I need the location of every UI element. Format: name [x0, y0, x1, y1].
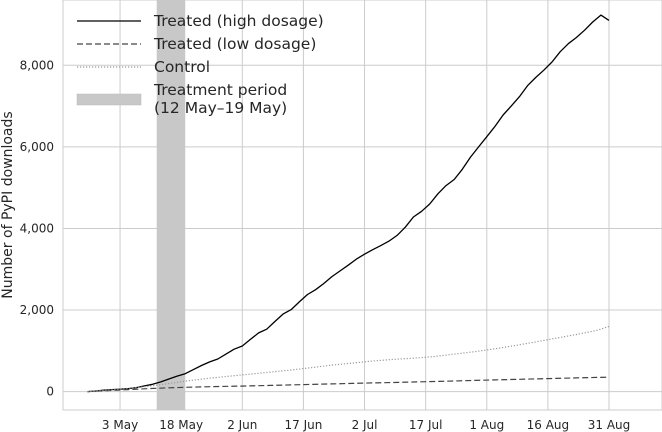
x-tick-label: 31 Aug	[588, 418, 631, 432]
y-axis-title: Number of PyPI downloads	[0, 111, 16, 298]
legend-label-treatment: Treatment period	[153, 81, 287, 99]
y-tick-label: 0	[46, 385, 54, 399]
x-tick-label: 3 May	[102, 418, 138, 432]
x-tick-label: 2 Jul	[352, 418, 378, 432]
legend: Treated (high dosage) Treated (low dosage…	[76, 12, 324, 117]
treatment-layer	[156, 0, 186, 410]
x-tick-label: 16 Aug	[527, 418, 570, 432]
x-axis-ticks: 3 May 18 May 2 Jun 17 Jun 2 Jul 17 Jul 1 Aug 16…	[102, 418, 630, 432]
legend-swatch-treatment	[76, 93, 142, 106]
legend-label-1: Treated (high dosage)	[153, 12, 324, 30]
x-tick-label: 17 Jul	[409, 418, 443, 432]
series-layer	[87, 14, 610, 393]
series-line-2	[87, 376, 610, 393]
y-tick-label: 6,000	[20, 140, 54, 154]
treatment-period-band	[156, 0, 186, 410]
x-tick-label: 1 Aug	[469, 418, 504, 432]
x-tick-label: 2 Jun	[227, 418, 257, 432]
y-tick-label: 4,000	[20, 221, 54, 235]
y-tick-label: 2,000	[20, 303, 54, 317]
x-tick-label: 17 Jun	[284, 418, 322, 432]
series-line-1	[87, 14, 610, 393]
legend-label-treatment-dates: (12 May–19 May)	[154, 99, 287, 117]
legend-label-2: Treated (low dosage)	[153, 35, 316, 53]
y-axis-ticks: 0 2,000 4,000 6,000 8,000	[20, 58, 54, 398]
y-tick-label: 8,000	[20, 58, 54, 72]
plot-area	[62, 0, 662, 411]
legend-label-3: Control	[154, 58, 210, 76]
x-tick-label: 18 May	[159, 418, 203, 432]
series-line-3	[87, 325, 610, 393]
